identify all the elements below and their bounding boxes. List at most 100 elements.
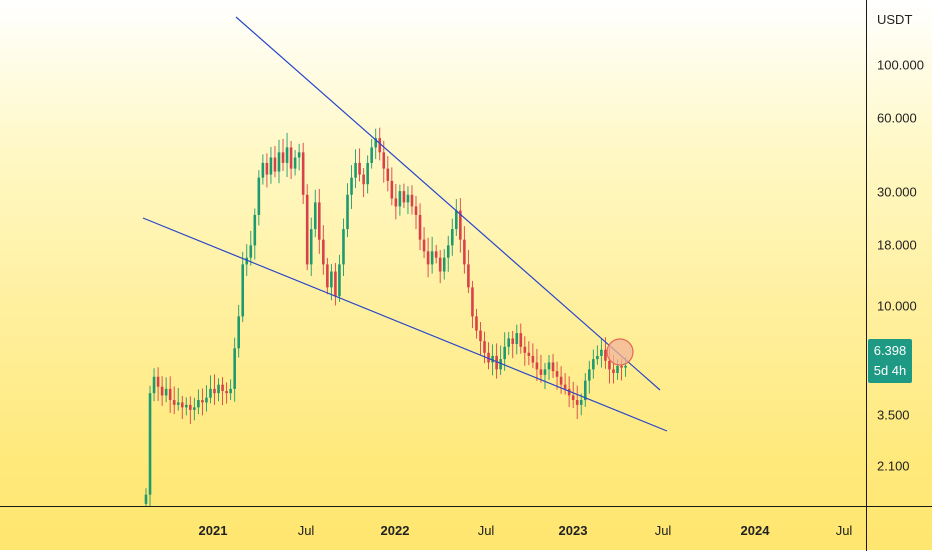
candle-body (527, 352, 531, 356)
candle-body (455, 210, 458, 230)
candle-body (148, 393, 152, 495)
candle-body (362, 174, 365, 185)
candle-body (583, 380, 587, 401)
candle-body (305, 194, 309, 265)
price-tick: 3.500 (877, 407, 910, 423)
candle-body (414, 206, 418, 215)
candle-body (616, 365, 619, 373)
candle-body (237, 316, 240, 349)
candle-body (507, 338, 510, 347)
candle-body (370, 147, 373, 163)
candle-body (551, 362, 555, 372)
candle-body (479, 330, 482, 342)
candle-body (571, 395, 575, 401)
candle-body (338, 264, 341, 297)
candle-body (293, 157, 297, 169)
candle-body (330, 271, 333, 288)
candle-body (144, 494, 148, 504)
price-tick: 18.000 (877, 237, 917, 253)
scale-corner (866, 506, 932, 551)
candle-body (301, 152, 305, 195)
candle-body (402, 191, 406, 203)
candle-body (249, 245, 253, 258)
bar-countdown: 5d 4h (873, 363, 907, 378)
candle-body (156, 376, 160, 387)
candle-body (535, 362, 539, 370)
candle-body (434, 251, 438, 258)
candle-body (172, 400, 176, 405)
candle-body (354, 162, 357, 178)
candle-body (539, 369, 543, 375)
price-chart[interactable] (0, 0, 866, 506)
candle-body (152, 376, 156, 394)
candle-body (164, 388, 168, 396)
candle-body (358, 162, 361, 175)
upper-trendline[interactable] (235, 16, 661, 391)
candle-body (620, 365, 623, 368)
candle-body (378, 138, 382, 153)
candle-body (390, 180, 394, 199)
candle-body (555, 371, 559, 377)
time-tick: 2021 (198, 523, 228, 538)
candle-body (398, 191, 402, 207)
candle-body (422, 239, 426, 252)
candle-body (261, 162, 265, 178)
candle-body (592, 359, 595, 370)
candle-body (350, 177, 353, 195)
time-tick: 2024 (740, 523, 770, 538)
candle-body (608, 360, 611, 370)
candle-body (342, 229, 345, 265)
candle-body (575, 400, 579, 405)
candle-body (459, 210, 462, 240)
candle-body (265, 162, 269, 175)
candle-body (221, 384, 224, 391)
candle-body (366, 162, 369, 185)
candle-body (209, 388, 212, 398)
candle-body (446, 245, 450, 258)
last-price-value: 6.398 (873, 343, 907, 358)
candle-body (205, 397, 208, 403)
candle-body (503, 346, 506, 360)
candle-body (567, 388, 571, 396)
candle-body (285, 147, 289, 163)
candle-body (189, 404, 192, 410)
candle-body (531, 355, 535, 363)
candle-body (277, 152, 281, 172)
candle-body (624, 365, 627, 368)
candle-body (374, 138, 378, 148)
candle-body (229, 388, 232, 394)
time-scale[interactable]: 2021 Jul 2022 Jul 2023 Jul 2024 Jul (0, 506, 866, 551)
candle-body (386, 168, 390, 181)
candle-body (160, 386, 164, 396)
candle-body (515, 333, 519, 344)
last-price-badge: 6.398 5d 4h (868, 339, 912, 383)
candle-body (281, 152, 285, 163)
candle-body (253, 214, 257, 246)
candle-body (471, 287, 474, 317)
candle-body (309, 229, 313, 265)
candle-body (269, 157, 273, 175)
candle-body (245, 257, 249, 265)
candle-body (612, 369, 615, 373)
candle-body (563, 384, 567, 389)
candle-body (233, 348, 236, 389)
candle-body (442, 257, 446, 272)
candle-body (600, 349, 603, 356)
candle-body (483, 341, 486, 353)
candle-body (289, 147, 293, 169)
price-scale[interactable]: USDT 100.000 60.000 30.000 18.000 10.000… (866, 0, 932, 506)
price-tick: 100.000 (877, 57, 924, 73)
candle-body (491, 355, 494, 363)
currency-label: USDT (877, 12, 913, 27)
time-tick: Jul (835, 523, 853, 538)
candle-body (406, 194, 410, 203)
breakout-highlight (606, 338, 634, 366)
candle-body (201, 400, 204, 403)
candle-body (475, 316, 478, 331)
candle-body (241, 264, 245, 317)
candle-body (313, 202, 317, 230)
candle-body (418, 214, 422, 240)
price-tick: 60.000 (877, 110, 917, 126)
candle-body (487, 352, 490, 363)
lower-trendline[interactable] (142, 217, 668, 432)
